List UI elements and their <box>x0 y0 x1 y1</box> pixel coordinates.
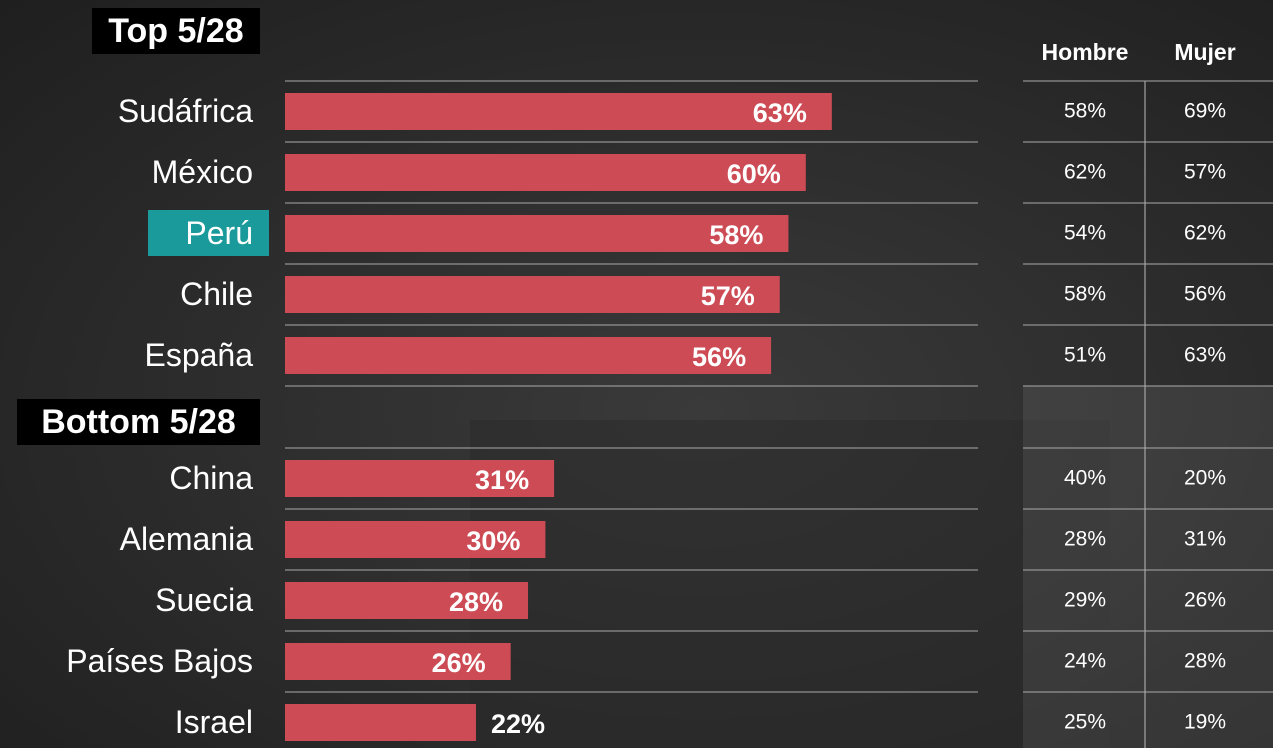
table-cell: 57% <box>1184 161 1226 184</box>
table-cell: 26% <box>1184 589 1226 612</box>
table-cell: 56% <box>1184 283 1226 306</box>
group-title: Bottom 5/28 <box>41 403 236 441</box>
column-header: Mujer <box>1174 39 1235 65</box>
value-label: 57% <box>701 281 755 311</box>
table-cell: 24% <box>1064 650 1106 673</box>
table-cell: 54% <box>1064 222 1106 245</box>
bar <box>285 337 772 374</box>
value-label: 28% <box>449 587 503 617</box>
category-label: Chile <box>180 276 253 312</box>
category-label: México <box>152 154 253 190</box>
bar <box>285 521 546 558</box>
value-label: 58% <box>709 220 763 250</box>
table-cell: 58% <box>1064 283 1106 306</box>
value-label: 60% <box>727 159 781 189</box>
table-shade <box>1023 386 1273 748</box>
value-label: 22% <box>491 709 545 739</box>
group-title-bg <box>92 8 260 54</box>
table-cell: 63% <box>1184 344 1226 367</box>
highlight <box>148 210 269 256</box>
column-header: Hombre <box>1042 39 1129 65</box>
category-label: España <box>144 337 253 373</box>
table-cell: 62% <box>1184 222 1226 245</box>
table-cell: 58% <box>1064 100 1106 123</box>
category-label: China <box>169 460 253 496</box>
table-cell: 19% <box>1184 711 1226 734</box>
bar <box>285 93 832 130</box>
bar <box>285 704 476 741</box>
bar <box>285 460 555 497</box>
table-cell: 29% <box>1064 589 1106 612</box>
category-label: Sudáfrica <box>118 93 253 129</box>
table-cell: 31% <box>1184 528 1226 551</box>
table-cell: 69% <box>1184 100 1226 123</box>
category-label: Países Bajos <box>66 643 253 679</box>
table-cell: 28% <box>1184 650 1226 673</box>
value-label: 56% <box>692 342 746 372</box>
bar <box>285 582 529 619</box>
table-cell: 28% <box>1064 528 1106 551</box>
table-cell: 62% <box>1064 161 1106 184</box>
bar <box>285 643 511 680</box>
value-label: 63% <box>753 98 807 128</box>
category-label: Alemania <box>120 521 254 557</box>
category-label: Suecia <box>155 582 253 618</box>
table-cell: 20% <box>1184 467 1226 490</box>
table-cell: 51% <box>1064 344 1106 367</box>
value-label: 31% <box>475 465 529 495</box>
value-label: 26% <box>432 648 486 678</box>
category-label: Israel <box>175 704 253 740</box>
table-cell: 40% <box>1064 467 1106 490</box>
background-shape <box>470 420 1110 748</box>
value-label: 30% <box>466 526 520 556</box>
category-label: Perú <box>185 215 253 251</box>
table-cell: 25% <box>1064 711 1106 734</box>
bar <box>285 276 780 313</box>
bar <box>285 215 789 252</box>
group-title: Top 5/28 <box>108 12 243 50</box>
bar <box>285 154 806 191</box>
group-title-bg <box>17 399 260 445</box>
